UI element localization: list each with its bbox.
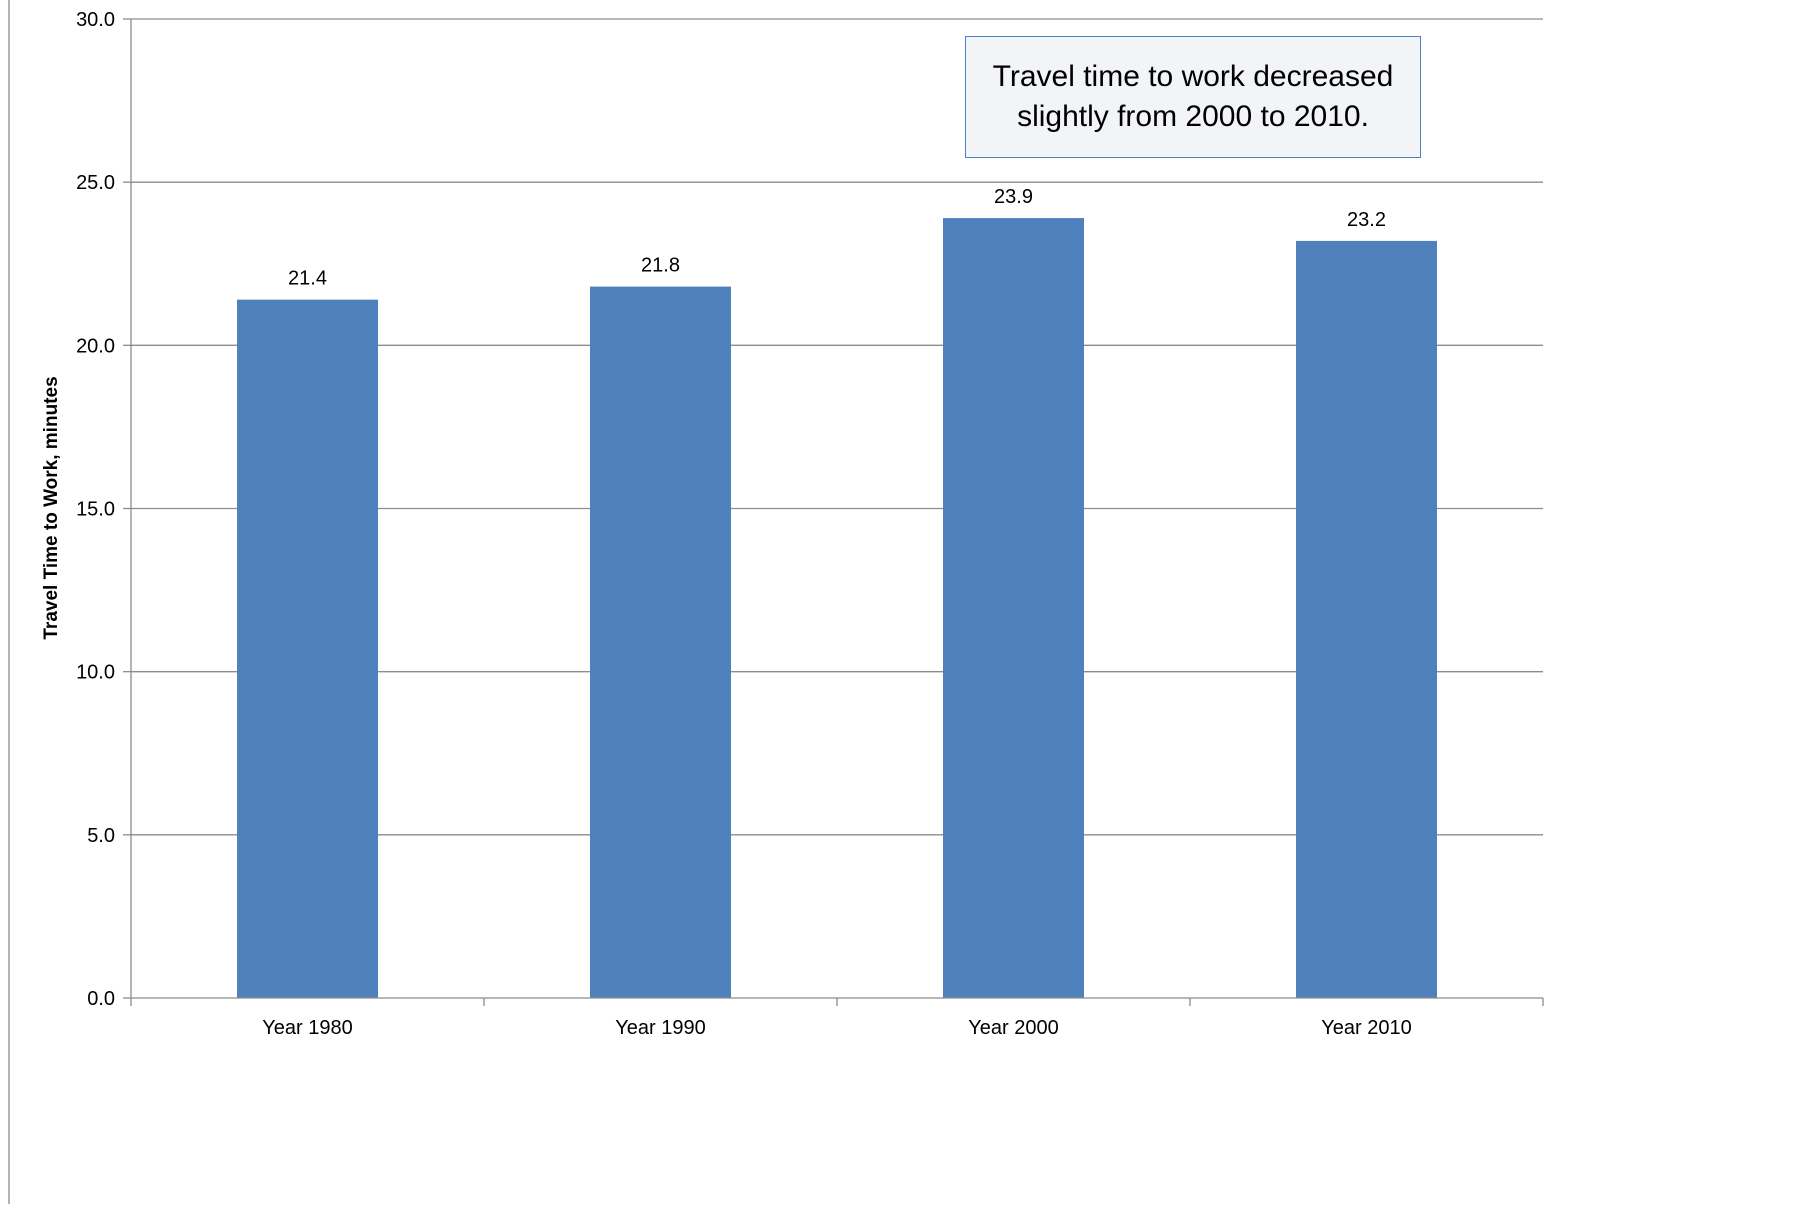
y-tick-label: 15.0	[76, 499, 115, 521]
y-tick-label: 10.0	[76, 662, 115, 684]
bar	[237, 299, 378, 998]
y-tick-labels: 0.0 5.0 10.0 15.0 20.0 25.0 30.0	[76, 9, 115, 1010]
x-tick-label: Year 2010	[1321, 1017, 1411, 1039]
bar	[943, 218, 1084, 998]
x-tick-labels: Year 1980 Year 1990 Year 2000 Year 2010	[262, 1017, 1411, 1039]
y-tick-label: 25.0	[76, 172, 115, 194]
x-tick-label: Year 1980	[262, 1017, 352, 1039]
bars	[237, 218, 1437, 998]
x-tick-label: Year 2000	[968, 1017, 1058, 1039]
y-tick-label: 20.0	[76, 335, 115, 357]
bar	[590, 286, 731, 998]
data-label: 23.2	[1347, 209, 1386, 231]
y-tick-label: 30.0	[76, 9, 115, 31]
annotation-box: Travel time to work decreased slightly f…	[965, 36, 1421, 158]
data-labels: 21.4 21.8 23.9 23.2	[288, 186, 1386, 290]
y-tick-label: 0.0	[87, 988, 115, 1010]
y-tick-label: 5.0	[87, 825, 115, 847]
annotation-text: Travel time to work decreased slightly f…	[992, 60, 1394, 133]
data-label: 21.8	[641, 255, 680, 277]
data-label: 21.4	[288, 268, 327, 290]
y-axis-title: Travel Time to Work, minutes	[41, 376, 62, 639]
x-tick-label: Year 1990	[615, 1017, 705, 1039]
bar	[1296, 240, 1437, 998]
data-label: 23.9	[994, 186, 1033, 208]
axes	[8, 0, 1544, 1204]
